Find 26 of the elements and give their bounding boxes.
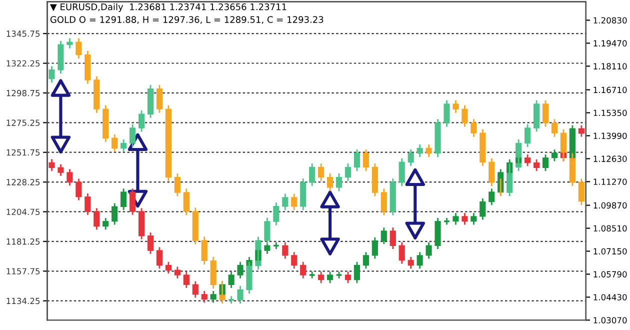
y2-tick-label: 1.16710 — [594, 86, 627, 94]
y2-tick-label: 1.19470 — [594, 40, 627, 46]
y2-tick-label: 1.20830 — [594, 17, 627, 24]
y2-tick-label: 1.09870 — [594, 202, 627, 209]
y-tick-label: 1322.25 — [6, 60, 40, 67]
y-tick-label: 1345.75 — [6, 30, 40, 37]
y2-tick-label: 1.11270 — [594, 178, 627, 185]
y2-tick-label: 1.05790 — [594, 271, 627, 278]
y-tick-label: 1275.25 — [6, 120, 40, 126]
y2-tick-label: 1.07150 — [594, 248, 627, 254]
y2-tick-label: 1.03070 — [594, 317, 627, 324]
y-tick-label: 1251.75 — [6, 149, 40, 156]
y-tick-label: 1298.75 — [6, 90, 40, 96]
y2-tick-label: 1.08510 — [594, 225, 627, 232]
text: GOLD O = 1291.88, H = 1297.36, L = 1289.51, C = 1293.23 — [50, 16, 324, 24]
y2-tick-label: 1.13990 — [594, 132, 627, 139]
chart-title: ▼ EURUSD,Daily 1.23681 1.23741 1.23656 1.23711 — [50, 3, 286, 12]
y2-tick-label: 1.04430 — [594, 294, 627, 300]
y2-tick-label: 1.18110 — [594, 63, 627, 70]
y2-tick-label: 1.12630 — [594, 156, 627, 162]
y-tick-label: 1181.25 — [6, 238, 40, 245]
y-tick-label: 1204.75 — [6, 208, 40, 216]
y-tick-label: 1157.75 — [6, 268, 40, 274]
y-tick-label: 1134.25 — [6, 298, 40, 304]
y2-tick-label: 1.15350 — [594, 110, 627, 116]
y-tick-label: 1228.25 — [6, 179, 40, 186]
